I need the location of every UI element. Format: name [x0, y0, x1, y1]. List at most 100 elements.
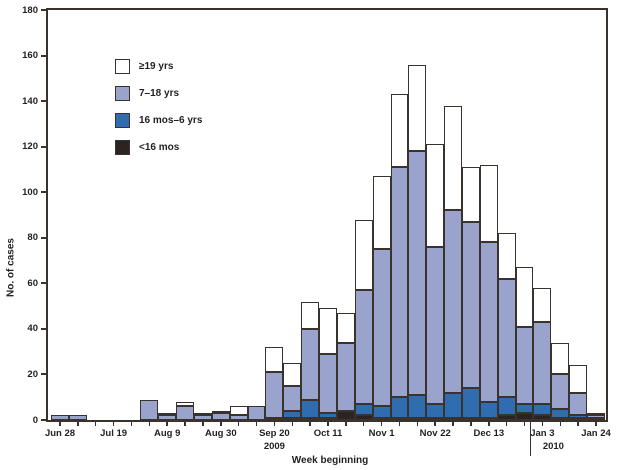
x-tick: [380, 420, 383, 426]
x-tick-label: Jan 24: [581, 428, 611, 439]
bar-segment-7–18-yrs: [176, 406, 194, 420]
bar-segment-<16-mos: [497, 415, 516, 420]
bar-jun-28: [51, 415, 69, 420]
y-tick-label: 160: [22, 50, 38, 62]
bar-segment-≥19-yrs: [587, 413, 605, 416]
x-tick: [398, 420, 401, 426]
bar-jan-10: [551, 342, 570, 420]
bar-segment-<16-mos: [551, 417, 570, 420]
bar-segment-7–18-yrs: [68, 415, 87, 420]
bar-segment-<16-mos: [301, 417, 320, 420]
bar-aug-30: [211, 410, 230, 420]
bar-segment-16-mos–6-yrs: [569, 415, 588, 418]
bar-segment-16-mos–6-yrs: [426, 404, 445, 418]
bar-segment-<16-mos: [426, 417, 445, 420]
bar-segment-16-mos–6-yrs: [408, 394, 427, 418]
x-tick: [541, 420, 544, 426]
bar-segment-7–18-yrs: [444, 210, 462, 393]
legend-item: <16 mos: [115, 134, 202, 161]
bar-segment-<16-mos: [372, 417, 391, 420]
y-tick-label: 40: [27, 323, 38, 335]
bar-oct-11: [319, 308, 337, 420]
y-tick-label: 140: [22, 95, 38, 107]
y-tick-label: 80: [27, 232, 38, 244]
year-label-2009: 2009: [263, 441, 285, 452]
bar-segment-7–18-yrs: [140, 399, 159, 420]
bar-segment-7–18-yrs: [479, 242, 498, 402]
y-tick: [41, 282, 48, 285]
y-tick: [41, 327, 48, 330]
x-tick-label: Nov 22: [419, 428, 451, 439]
bar-sep-6: [229, 406, 248, 420]
bar-segment-≥19-yrs: [319, 308, 337, 354]
x-tick: [94, 420, 97, 426]
x-tick: [220, 420, 222, 426]
bar-segment-16-mos–6-yrs: [444, 392, 462, 418]
legend-item: 16 mos–6 yrs: [115, 107, 202, 134]
bar-segment-≥19-yrs: [479, 164, 498, 243]
x-tick: [112, 420, 115, 426]
bar-segment-<16-mos: [408, 417, 427, 420]
bar-oct-18: [336, 312, 355, 420]
bar-dec-27: [515, 267, 534, 420]
bar-segment-16-mos–6-yrs: [479, 401, 498, 418]
x-tick-label: Jul 19: [100, 428, 128, 439]
bar-jan-3: [533, 287, 552, 420]
bar-nov-29: [444, 105, 462, 420]
legend-label: ≥19 yrs: [139, 61, 174, 72]
bar-segment-≥19-yrs: [444, 105, 462, 211]
x-tick: [59, 420, 61, 426]
bar-segment-<16-mos: [479, 417, 498, 420]
bar-nov-22: [426, 144, 445, 420]
x-tick: [559, 420, 562, 426]
bar-segment-16-mos–6-yrs: [319, 413, 337, 418]
bar-segment-<16-mos: [319, 417, 337, 420]
x-tick-label: Dec 13: [473, 428, 505, 439]
bar-segment-7–18-yrs: [229, 415, 248, 420]
x-tick: [184, 420, 186, 426]
bar-aug-9: [158, 413, 177, 420]
x-tick: [470, 420, 472, 426]
x-tick-label: Jun 28: [44, 428, 76, 439]
bar-segment-<16-mos: [461, 417, 480, 420]
year-divider-tick: [529, 420, 532, 456]
bar-segment-≥19-yrs: [193, 413, 212, 416]
y-tick: [41, 54, 48, 57]
legend-swatch-16-mos–6-yrs: [115, 113, 130, 128]
x-tick: [148, 420, 151, 426]
legend-label: <16 mos: [139, 142, 180, 153]
bar-segment-<16-mos: [336, 410, 355, 420]
bar-dec-6: [461, 167, 480, 420]
x-tick-label: Oct 11: [313, 428, 343, 439]
bar-sep-27: [283, 363, 302, 420]
x-tick-label: Sep 20: [259, 428, 290, 439]
x-tick-label: Aug 9: [153, 428, 181, 439]
bar-segment-7–18-yrs: [533, 322, 552, 405]
bar-dec-20: [497, 233, 516, 420]
x-tick: [130, 420, 133, 426]
bar-segment-<16-mos: [569, 417, 588, 420]
bar-segment-16-mos–6-yrs: [283, 410, 302, 418]
bar-segment-7–18-yrs: [587, 415, 605, 418]
y-tick-label: 60: [27, 277, 38, 289]
bar-segment-16-mos–6-yrs: [533, 404, 552, 416]
x-tick: [237, 420, 240, 426]
bar-oct-4: [301, 301, 320, 420]
bar-jul-5: [68, 415, 87, 420]
bar-segment-≥19-yrs: [551, 342, 570, 375]
bar-sep-20: [265, 347, 284, 420]
bar-segment-7–18-yrs: [461, 221, 480, 389]
bar-segment-<16-mos: [533, 415, 552, 420]
bar-segment-7–18-yrs: [515, 326, 534, 405]
bar-segment-16-mos–6-yrs: [301, 399, 320, 418]
bar-aug-16: [176, 401, 194, 420]
y-tick: [41, 191, 48, 194]
bar-segment-≥19-yrs: [497, 233, 516, 279]
y-tick: [41, 100, 48, 103]
bar-segment-7–18-yrs: [551, 374, 570, 409]
bar-segment-≥19-yrs: [354, 219, 373, 291]
x-tick: [595, 420, 597, 426]
legend-swatch-7–18-yrs: [115, 86, 130, 101]
x-tick: [505, 420, 508, 426]
x-tick: [309, 420, 311, 426]
